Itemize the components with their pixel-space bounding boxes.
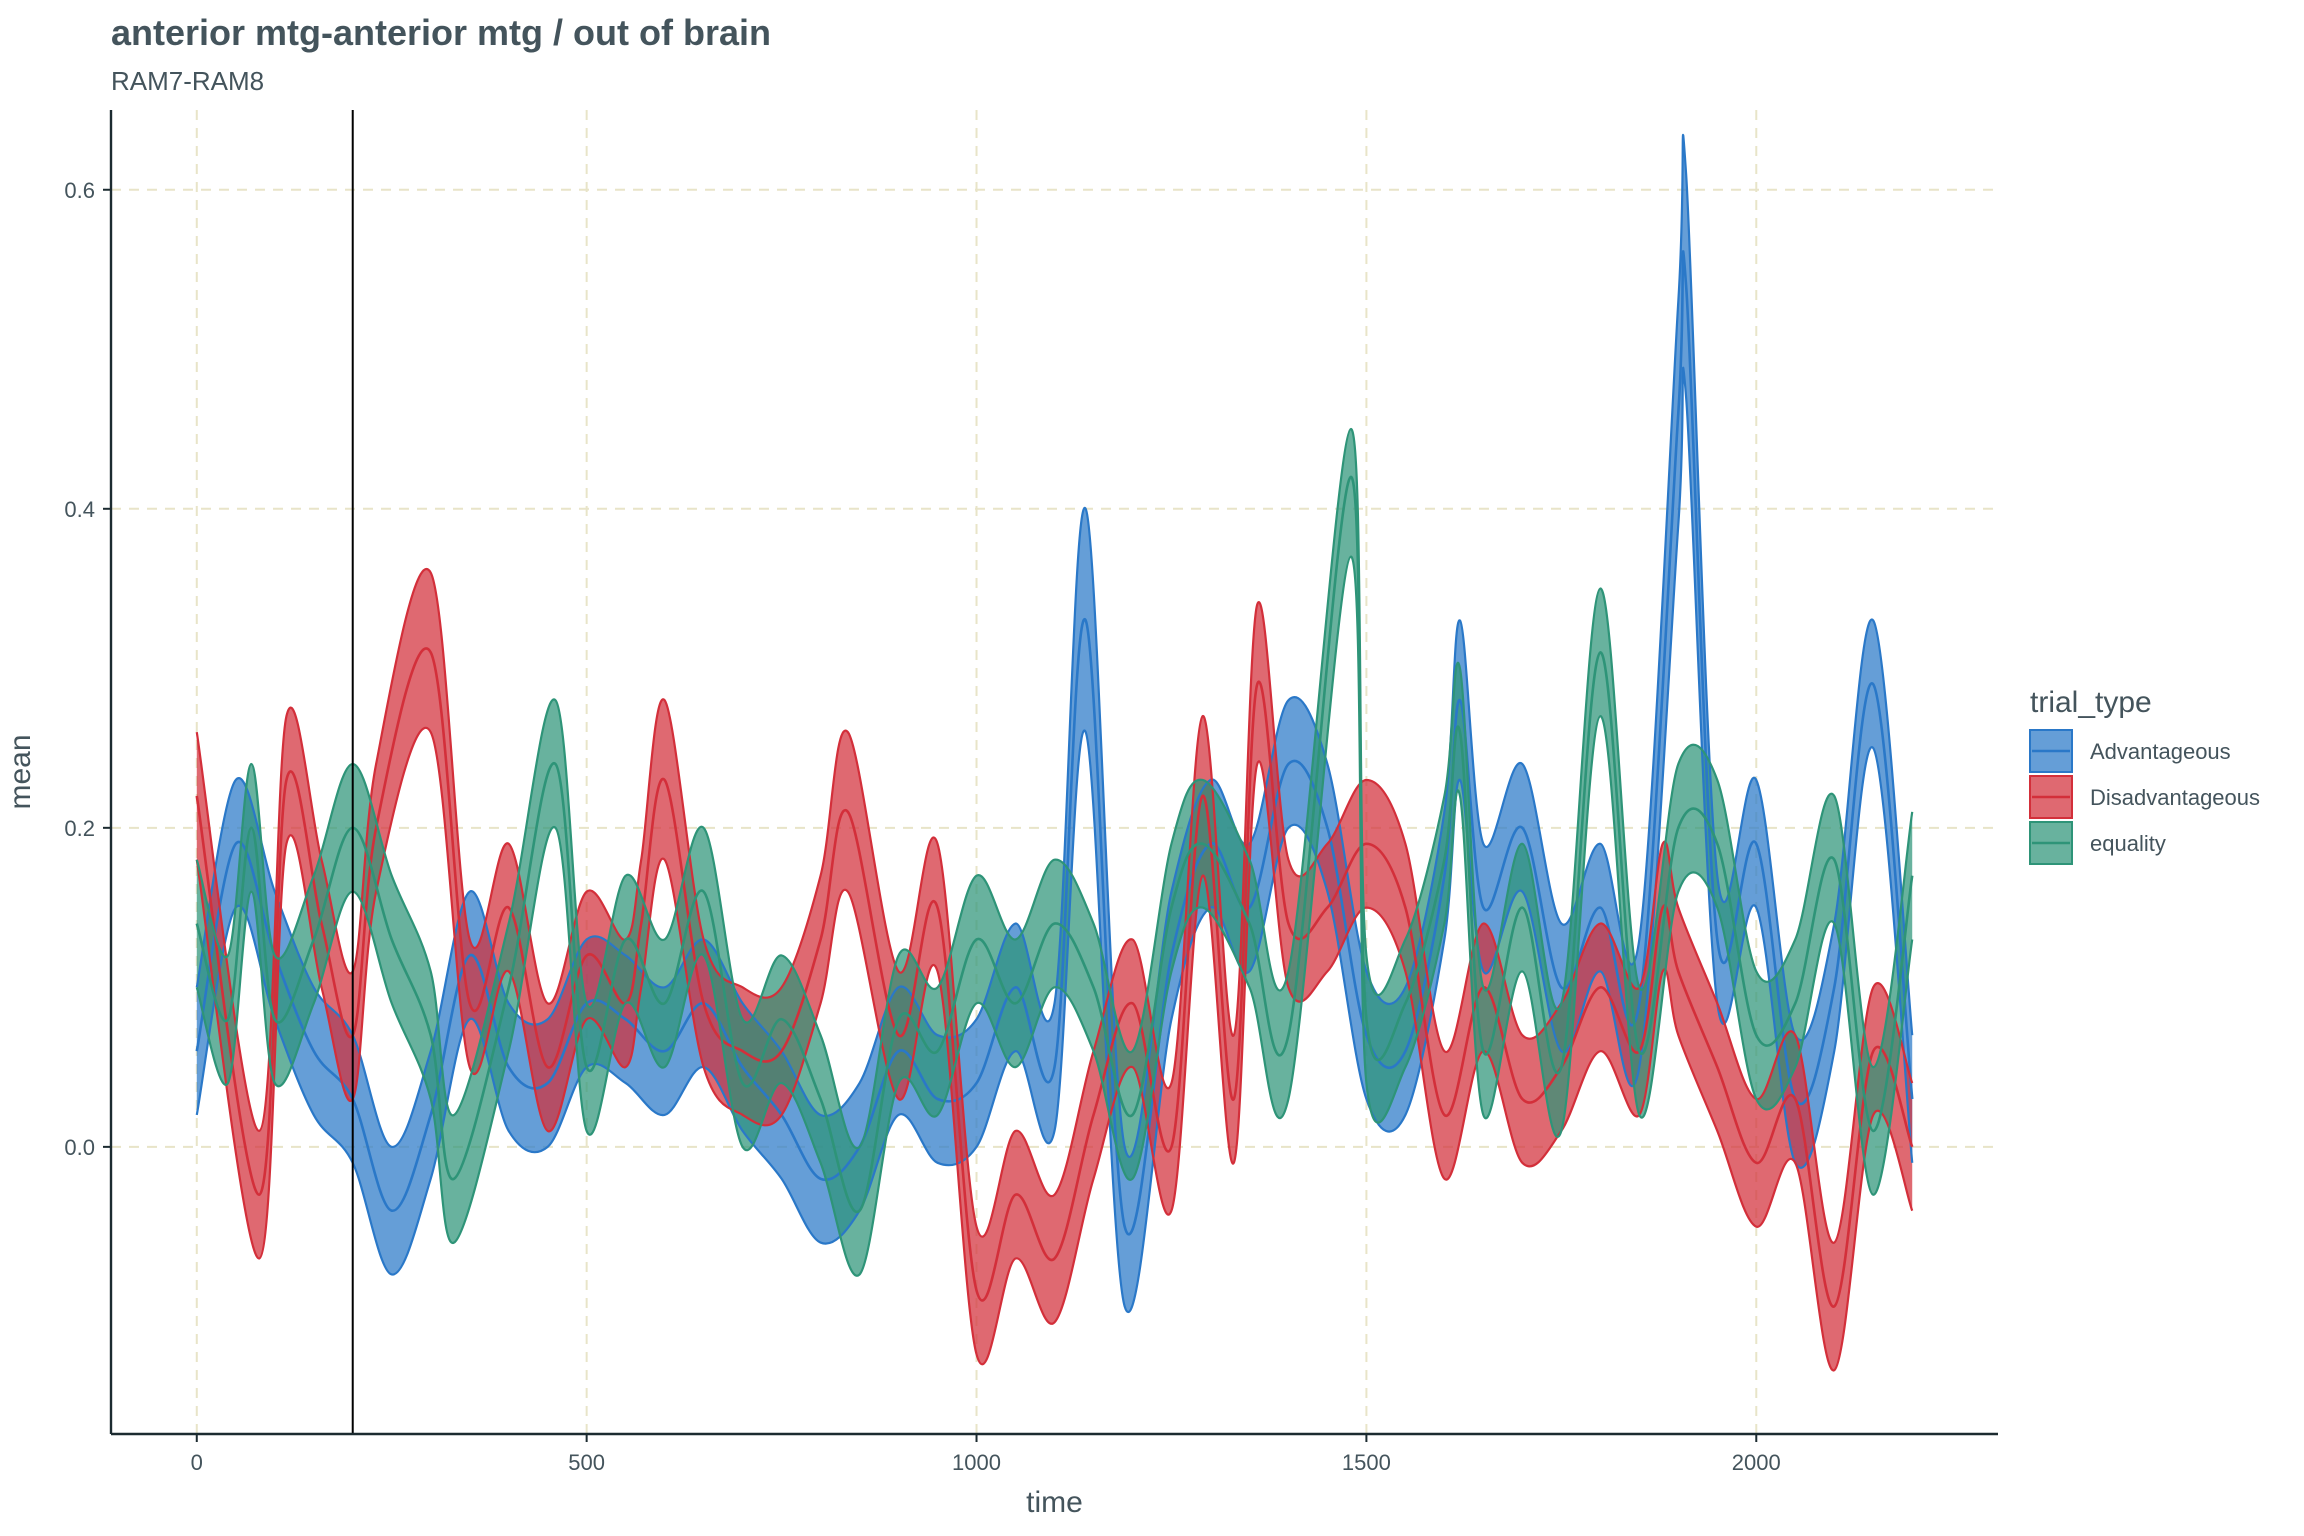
lower-line-disadvantageous: [195, 726, 1914, 1372]
x-tick-label: 0: [191, 1450, 203, 1475]
band-equality: [196, 429, 1913, 1276]
mean-line-equality: [195, 475, 1914, 1214]
tick-labels: 0 500 1000 1500 2000 0.0 0.2 0.4 0.6: [64, 178, 1780, 1475]
y-tick-label: 0.4: [64, 497, 95, 522]
y-axis-title: mean: [4, 734, 37, 809]
lower-line-advantageous: [195, 366, 1914, 1313]
legend-label-equality: equality: [2090, 831, 2166, 856]
x-tick-label: 500: [568, 1450, 605, 1475]
legend: trial_type Advantageous Disadvantageous eq…: [2029, 686, 2260, 865]
x-tick-label: 1000: [952, 1450, 1001, 1475]
lower-line-equality: [195, 555, 1914, 1277]
y-tick-label: 0.6: [64, 178, 95, 203]
chart-subtitle: RAM7-RAM8: [111, 66, 265, 96]
upper-line-equality: [195, 427, 1914, 1150]
y-tick-label: 0.2: [64, 816, 95, 841]
axes: [109, 110, 1998, 1436]
mean-line-disadvantageous: [195, 647, 1914, 1308]
legend-title: trial_type: [2030, 686, 2152, 719]
series-lines: [195, 133, 1914, 1372]
x-tick-label: 2000: [1732, 1450, 1781, 1475]
x-tick-label: 1500: [1342, 1450, 1391, 1475]
upper-line-advantageous: [195, 133, 1914, 1158]
upper-line-disadvantageous: [195, 568, 1914, 1244]
y-tick-label: 0.0: [64, 1135, 95, 1160]
legend-label-advantageous: Advantageous: [2090, 739, 2231, 764]
chart-title: anterior mtg-anterior mtg / out of brain: [111, 12, 772, 53]
band-disadvantageous: [196, 568, 1913, 1371]
x-axis-title: time: [1026, 1486, 1083, 1519]
legend-label-disadvantageous: Disadvantageous: [2090, 785, 2260, 810]
